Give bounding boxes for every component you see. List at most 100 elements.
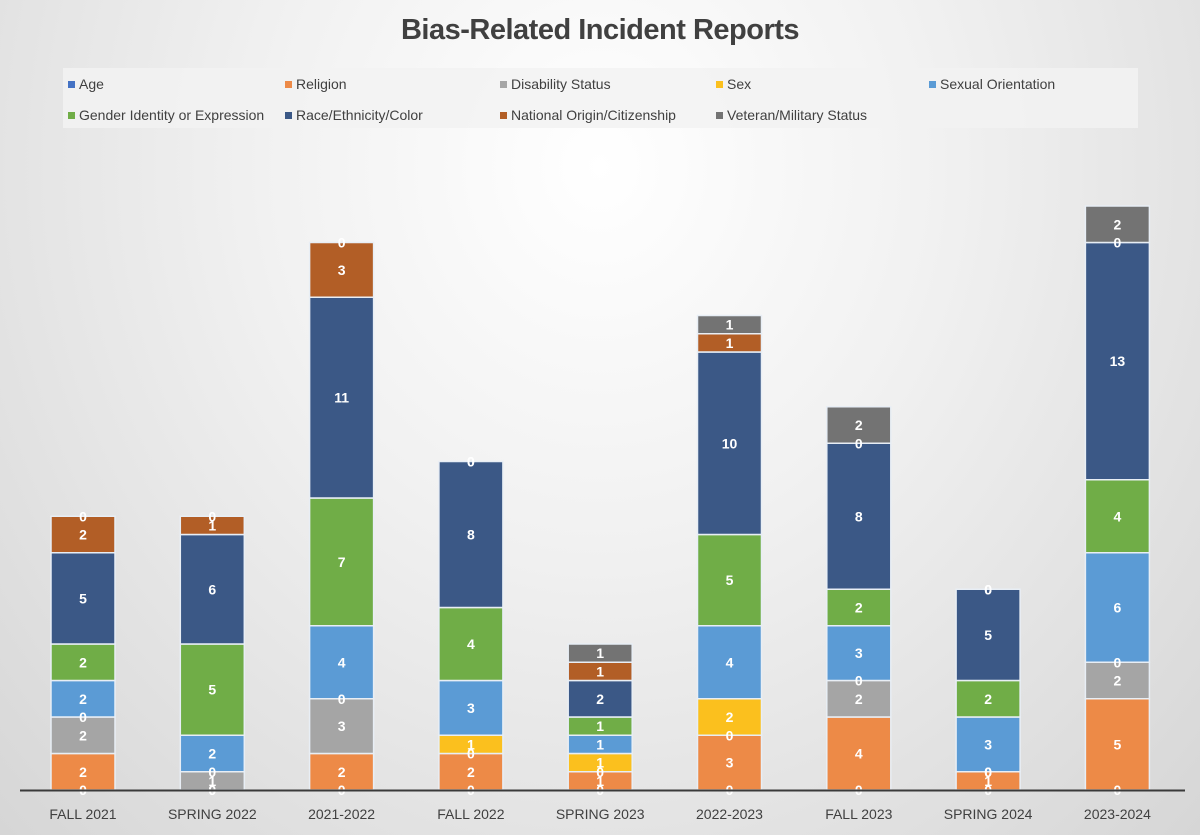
legend-swatch-religion [285,80,292,88]
data-label-national-origin-citizenship: 1 [208,517,216,533]
legend-label: Disability Status [511,76,611,92]
bar-segment-veteran-military-status [567,643,633,663]
bar-group-fall-2022: 020134800 [438,454,504,798]
data-label-sexual-orientation: 4 [338,654,346,670]
data-label-religion: 2 [467,764,475,780]
bar-segment-veteran-military-status [1084,205,1151,244]
data-label-national-origin-citizenship: 2 [79,527,87,543]
data-label-religion: 3 [726,755,734,771]
legend-label: Age [79,76,104,92]
legend-item-age: Age [68,76,104,92]
data-label-disability-status: 0 [467,746,475,762]
data-label-religion: 1 [984,773,992,789]
data-label-national-origin-citizenship: 0 [855,435,863,451]
legend-swatch-race-ethnicity [285,111,292,119]
data-label-gender-identity-or-expression: 7 [338,554,346,570]
bar-group-fall-2023: 042032802 [826,406,892,798]
bar-group-2023-2024: 0520641302 [1084,205,1151,798]
data-label-disability-status: 0 [984,764,992,780]
data-label-sexual-orientation: 4 [726,654,734,670]
legend-label: Race/Ethnicity/Color [296,107,423,123]
bar-segment-sexual-orientation [955,716,1021,773]
bar-group-spring-2024: 010032500 [955,581,1021,798]
data-label-sex: 0 [338,691,346,707]
data-label-veteran-military-status: 0 [467,454,475,470]
bar-segment-religion [438,752,504,791]
x-tick-label: 2023-2024 [1084,806,1151,822]
bar-segment-national-origin-citizenship [308,241,375,298]
bar-segment-religion [50,752,116,791]
data-label-veteran-military-status: 2 [855,417,863,433]
legend-swatch-age [68,80,75,88]
data-label-race-ethnicity-color: 2 [596,691,604,707]
chart-title: Bias-Related Incident Reports [400,14,800,46]
bar-segment-religion [1084,698,1151,791]
data-label-veteran-military-status: 1 [726,317,734,333]
data-label-national-origin-citizenship: 0 [984,581,992,597]
x-tick-label: SPRING 2022 [168,806,257,822]
data-label-religion: 2 [338,764,346,780]
legend-label: Sexual Orientation [940,76,1056,92]
legend-item-gender-identity: Gender Identity or Expression [68,107,264,123]
data-label-gender-identity-or-expression: 1 [596,718,604,734]
data-label-national-origin-citizenship: 0 [467,454,475,470]
data-label-sex: 1 [467,736,475,752]
data-label-disability-status: 2 [855,691,863,707]
data-label-veteran-military-status: 0 [208,508,216,524]
legend-swatch-veteran-status [716,111,723,119]
bar-segment-race-ethnicity-color [696,351,763,536]
data-label-race-ethnicity-color: 6 [208,581,216,597]
legend-swatch-national-origin [500,111,507,119]
data-label-national-origin-citizenship: 0 [1114,235,1122,251]
data-label-disability-status: 0 [596,764,604,780]
data-label-race-ethnicity-color: 13 [1110,353,1126,369]
legend-swatch-sex [716,80,723,88]
bar-segment-sexual-orientation [696,625,763,700]
bar-segment-veteran-military-status [826,406,892,444]
bar-group-2021-2022: 0230471130 [308,235,375,798]
legend-item-veteran-status: Veteran/Military Status [716,107,867,123]
data-label-sex: 0 [984,764,992,780]
data-label-sex: 2 [726,709,734,725]
bar-segment-sex [696,698,763,736]
legend-label: Sex [727,76,752,92]
data-label-race-ethnicity-color: 8 [855,508,863,524]
data-label-religion: 4 [855,746,863,762]
data-label-national-origin-citizenship: 1 [726,335,734,351]
data-label-race-ethnicity-color: 10 [722,435,738,451]
data-label-sexual-orientation: 3 [467,700,475,716]
data-label-disability-status: 3 [338,718,346,734]
data-label-sexual-orientation: 2 [208,746,216,762]
data-label-disability-status: 0 [726,727,734,743]
x-tick-label: SPRING 2023 [556,806,645,822]
data-label-sex: 0 [208,764,216,780]
data-label-sex: 0 [855,673,863,689]
x-tick-label: 2021-2022 [308,806,375,822]
data-label-gender-identity-or-expression: 2 [855,600,863,616]
data-label-race-ethnicity-color: 11 [334,390,349,406]
data-label-gender-identity-or-expression: 2 [79,654,87,670]
data-label-disability-status: 2 [79,727,87,743]
data-label-gender-identity-or-expression: 2 [984,691,992,707]
data-label-veteran-military-status: 0 [338,235,346,251]
data-label-sex: 0 [79,709,87,725]
data-label-race-ethnicity-color: 5 [79,590,87,606]
bar-group-fall-2021: 022022520 [50,508,116,798]
legend-swatch-sexual-orientation [929,80,936,88]
data-label-veteran-military-status: 0 [79,508,87,524]
x-tick-label: FALL 2022 [437,806,504,822]
bar-segment-gender-identity-or-expression [179,643,246,736]
data-label-gender-identity-or-expression: 4 [1114,508,1122,524]
data-label-religion: 5 [1114,736,1122,752]
bar-segment-disability-status [50,716,116,755]
bar-segment-disability-status [308,698,375,755]
bar-segment-sexual-orientation [179,734,246,773]
legend-label: Veteran/Military Status [727,107,868,123]
legend-item-disability-status: Disability Status [500,76,611,92]
bar-segment-gender-identity-or-expression [955,679,1021,718]
data-label-sexual-orientation: 2 [79,691,87,707]
bar-segment-national-origin-citizenship [50,515,116,554]
data-label-veteran-military-status: 2 [1114,216,1122,232]
legend-item-national-origin: National Origin/Citizenship [500,107,676,123]
bar-segment-national-origin-citizenship [179,515,246,536]
